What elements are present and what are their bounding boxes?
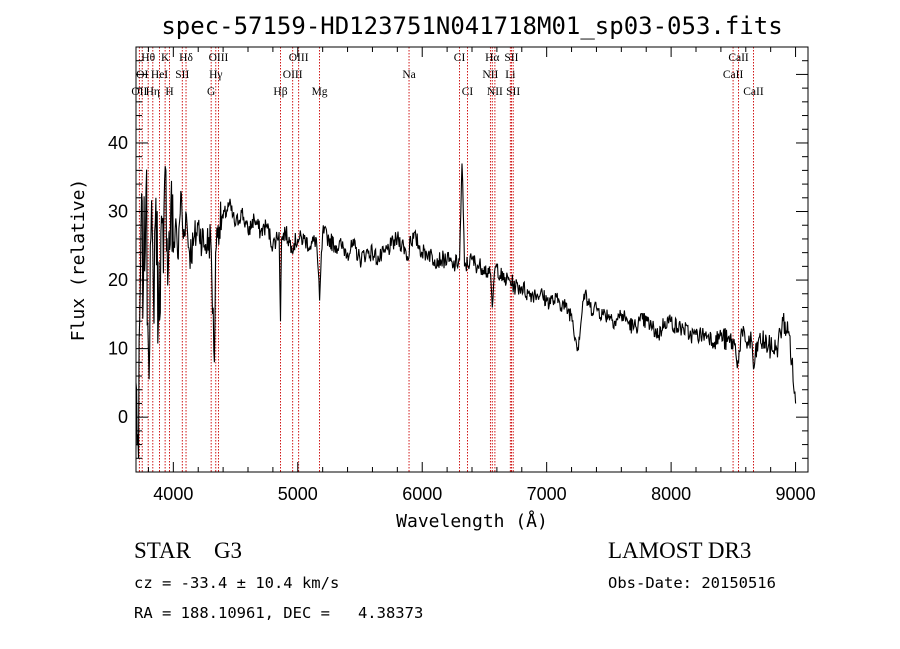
spectral-line-label: CI xyxy=(454,52,466,64)
spectral-line-label: OIII xyxy=(209,52,229,64)
spectral-line-label: CI xyxy=(462,86,474,98)
spectral-line-label: SII xyxy=(175,69,189,81)
spectral-line-label: NII xyxy=(482,69,498,81)
x-tick-label: 4000 xyxy=(153,484,193,504)
x-tick-label: 8000 xyxy=(651,484,691,504)
spectral-line-label: SII xyxy=(504,52,518,64)
object-class: STAR G3 xyxy=(134,538,243,563)
spectral-line-label: CaII xyxy=(743,86,764,98)
y-tick-label: 0 xyxy=(118,407,128,427)
spectral-line-label: Hα xyxy=(485,52,499,64)
x-tick-label: 6000 xyxy=(402,484,442,504)
observation-date: Obs-Date: 20150516 xyxy=(608,574,776,592)
spectral-line-label: Hγ xyxy=(209,69,222,81)
x-axis-label: Wavelength (Å) xyxy=(396,510,548,532)
y-tick-label: 20 xyxy=(108,270,128,290)
survey-name: LAMOST DR3 xyxy=(608,538,752,563)
x-tick-label: 5000 xyxy=(278,484,318,504)
spectrum-line xyxy=(135,163,797,459)
x-tick-label: 9000 xyxy=(776,484,816,504)
spectral-line-label: OI xyxy=(136,69,148,81)
spectral-line-label: NII xyxy=(487,86,503,98)
spectral-line-label: G xyxy=(207,86,215,98)
spectral-line-label: Hθ xyxy=(141,52,155,64)
y-tick-label: 10 xyxy=(108,339,128,359)
spectral-line-label: Mg xyxy=(312,86,328,98)
spectral-line-label: Li xyxy=(505,69,515,81)
spectral-line-label: Hη xyxy=(146,86,160,98)
axis-tick-labels: 4000 5000 6000 7000 8000 9000 0 10 20 30 40 xyxy=(108,133,816,504)
redshift-cz: cz = -33.4 ± 10.4 km/s xyxy=(134,574,340,592)
spectral-line-label: H xyxy=(165,86,173,98)
spectral-line-label: HeI xyxy=(151,69,168,81)
spectral-line-label: CaII xyxy=(728,52,749,64)
y-tick-label: 40 xyxy=(108,133,128,153)
coordinates: RA = 188.10961, DEC = 4.38373 xyxy=(134,604,424,622)
spectral-line-label: SII xyxy=(506,86,520,98)
spectral-line-label: OIII xyxy=(283,69,303,81)
spectral-line-label: CaII xyxy=(723,69,744,81)
y-tick-label: 30 xyxy=(108,202,128,222)
chart-title: spec-57159-HD123751N041718M01_sp03-053.f… xyxy=(161,12,782,40)
y-axis-label: Flux (relative) xyxy=(68,179,89,342)
spectral-line-label: K xyxy=(161,52,170,64)
spectral-line-label: Hβ xyxy=(273,86,287,98)
spectral-line-label: Na xyxy=(402,69,415,81)
spectral-line-markers xyxy=(138,47,754,472)
spectral-line-label: Hδ xyxy=(179,52,193,64)
x-tick-label: 7000 xyxy=(527,484,567,504)
spectral-line-label: OIII xyxy=(289,52,309,64)
axis-ticks xyxy=(136,47,808,472)
spectral-line-label: OII xyxy=(131,86,147,98)
